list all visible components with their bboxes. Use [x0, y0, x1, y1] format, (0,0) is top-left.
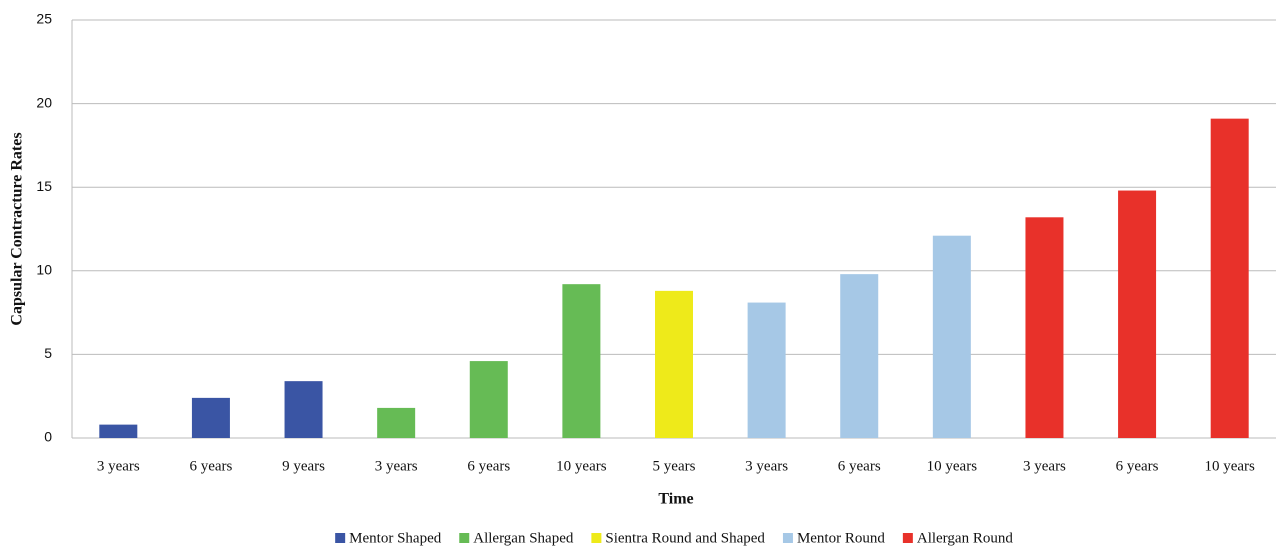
legend-label: Mentor Shaped [349, 530, 442, 546]
y-tick-label: 25 [36, 11, 52, 27]
legend-swatch [459, 533, 470, 543]
bar [469, 361, 508, 438]
bar [1210, 118, 1249, 438]
y-tick-label: 10 [36, 262, 52, 278]
x-tick-label: 6 years [467, 458, 510, 474]
y-axis-title: Capsular Contracture Rates [9, 132, 26, 325]
bar [377, 407, 416, 438]
legend-label: Sientra Round and Shaped [605, 530, 765, 546]
legend-label: Allergan Round [917, 530, 1013, 546]
legend-label: Mentor Round [797, 530, 885, 546]
bar [191, 397, 230, 438]
x-tick-label: 5 years [653, 458, 696, 474]
x-tick-label: 9 years [282, 458, 325, 474]
bar [747, 302, 786, 438]
bar [1118, 190, 1157, 438]
bar [932, 235, 971, 438]
x-tick-label: 10 years [927, 458, 978, 474]
x-tick-label: 3 years [97, 458, 140, 474]
y-tick-label: 0 [44, 429, 52, 445]
bar [840, 274, 879, 438]
x-tick-label: 3 years [1023, 458, 1066, 474]
legend-label: Allergan Shaped [473, 530, 574, 546]
bar [99, 424, 138, 438]
x-tick-label: 6 years [1116, 458, 1159, 474]
x-tick-label: 3 years [375, 458, 418, 474]
bar [284, 381, 323, 438]
x-tick-label: 10 years [556, 458, 607, 474]
legend-swatch [782, 533, 793, 543]
x-tick-label: 10 years [1204, 458, 1255, 474]
y-tick-label: 5 [44, 345, 52, 361]
y-tick-label: 15 [36, 178, 52, 194]
x-axis-title: Time [658, 491, 693, 508]
legend-swatch [591, 533, 602, 543]
bar [1025, 217, 1064, 438]
x-tick-label: 6 years [838, 458, 881, 474]
x-tick-label: 6 years [189, 458, 232, 474]
x-tick-label: 3 years [745, 458, 788, 474]
bar [655, 290, 693, 438]
legend-swatch [335, 533, 346, 543]
bar [562, 284, 601, 438]
legend-swatch [902, 533, 913, 543]
y-tick-label: 20 [36, 94, 52, 110]
